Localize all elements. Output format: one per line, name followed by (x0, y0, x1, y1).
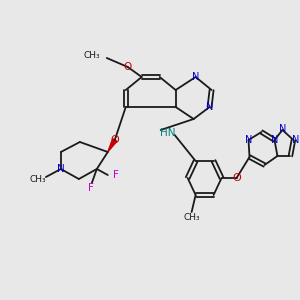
Text: N: N (57, 164, 65, 174)
Text: N: N (245, 135, 252, 145)
Text: N: N (192, 72, 199, 82)
Text: F: F (113, 170, 119, 180)
Text: O: O (124, 62, 132, 72)
Text: CH₃: CH₃ (30, 176, 46, 184)
Text: O: O (110, 135, 119, 145)
Text: HN: HN (160, 128, 176, 138)
Text: CH₃: CH₃ (83, 50, 100, 59)
Text: O: O (232, 173, 241, 183)
Text: CH₃: CH₃ (183, 212, 200, 221)
Text: N: N (271, 135, 278, 145)
Text: F: F (88, 183, 94, 193)
Text: N: N (279, 124, 286, 134)
Text: N: N (206, 102, 213, 112)
Text: N: N (292, 135, 299, 145)
Polygon shape (108, 139, 117, 152)
